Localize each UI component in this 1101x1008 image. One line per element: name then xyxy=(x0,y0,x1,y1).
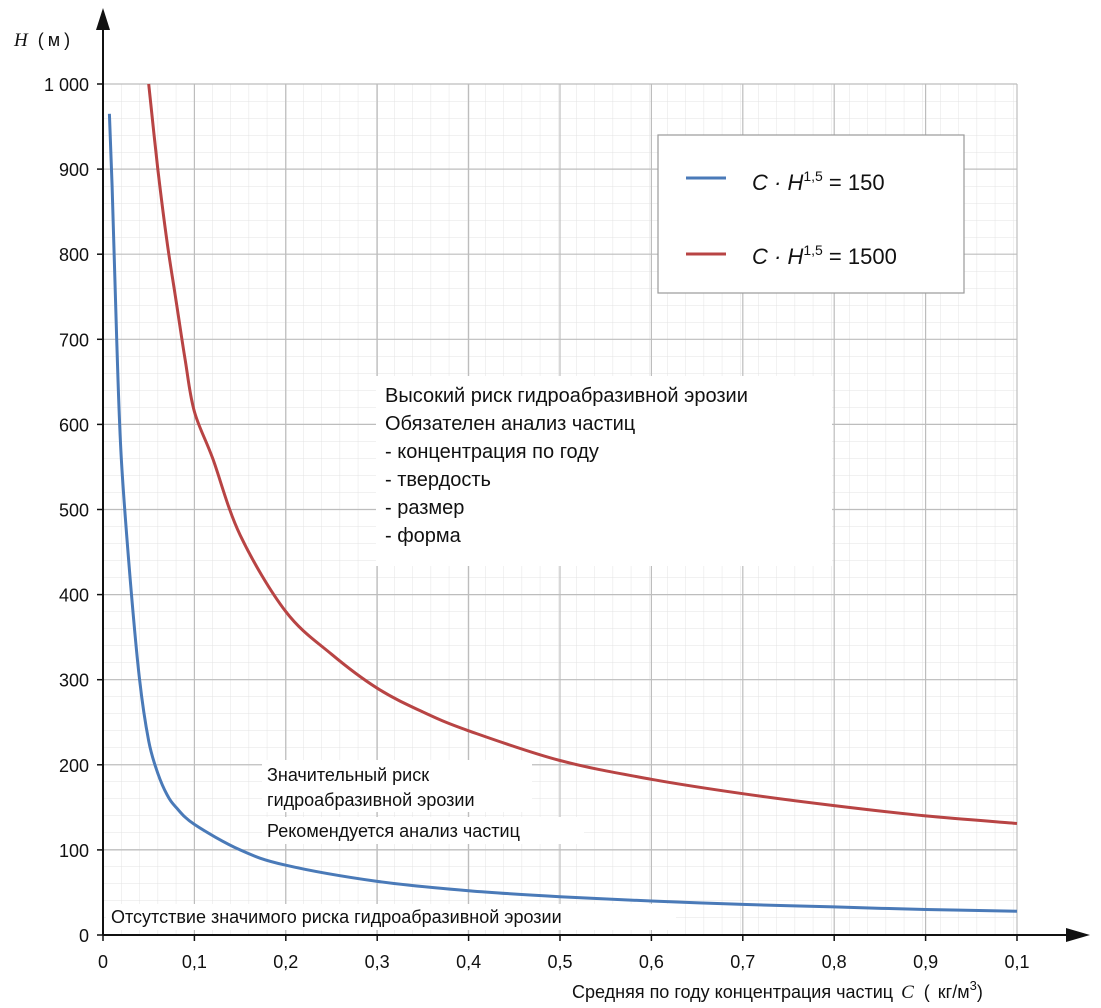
x-tick-label: 0,4 xyxy=(456,952,481,972)
y-tick-label: 1 000 xyxy=(44,75,89,95)
y-tick-label: 300 xyxy=(59,671,89,691)
x-axis-arrow xyxy=(1066,928,1090,942)
y-axis-arrow xyxy=(96,8,110,30)
x-tick-label: 0,8 xyxy=(822,952,847,972)
y-tick-label: 800 xyxy=(59,245,89,265)
x-tick-label: 0,2 xyxy=(273,952,298,972)
series-layer xyxy=(107,83,1018,913)
y-tick-label: 700 xyxy=(59,330,89,350)
legend-box xyxy=(657,134,965,294)
y-tick-label: 600 xyxy=(59,415,89,435)
x-tick-label: 0,5 xyxy=(547,952,572,972)
high-risk-annotation-bg xyxy=(376,376,832,566)
high-risk-line-6: - форма xyxy=(385,525,462,547)
y-tick-label: 500 xyxy=(59,501,89,521)
y-tick-label: 900 xyxy=(59,160,89,180)
x-tick-label: 0,3 xyxy=(365,952,390,972)
high-risk-line-4: - твердость xyxy=(385,469,491,491)
y-tick-label: 200 xyxy=(59,756,89,776)
y-tick-label: 400 xyxy=(59,586,89,606)
x-tick-label: 0,6 xyxy=(639,952,664,972)
x-tick-label: 0,1 xyxy=(182,952,207,972)
x-tick-label: 0,1 xyxy=(1004,952,1029,972)
series-line-1 xyxy=(147,83,1018,825)
tick-labels: 0 0,1 0,2 0,3 0,4 0,5 0,6 0,7 0,8 0,9 0,1 0 100 200 30… xyxy=(44,75,1030,972)
recommended-annotation-bg xyxy=(262,817,584,844)
recommended-annotation: Рекомендуется анализ частиц xyxy=(267,821,520,841)
x-tick-label: 0 xyxy=(98,952,108,972)
significant-risk-annotation: Значительный риск гидроабразивной эрозии xyxy=(267,765,475,810)
high-risk-line-5: - размер xyxy=(385,497,464,519)
x-tick-label: 0,9 xyxy=(913,952,938,972)
series-line-0 xyxy=(107,113,1018,913)
x-tick-label: 0,7 xyxy=(730,952,755,972)
legend: C · H1,5 = 150 C · H1,5 = 1500 xyxy=(657,134,965,294)
high-risk-annotation: Высокий риск гидроабразивной эрозии Обяз… xyxy=(385,385,753,547)
y-tick-label: 100 xyxy=(59,841,89,861)
x-axis-title: Средняя по году концентрация частиц C(кг/… xyxy=(572,978,983,1003)
no-risk-annotation-bg xyxy=(106,904,676,930)
no-risk-annotation: Отсутствие значимого риска гидроабразивн… xyxy=(111,907,562,927)
legend-label-150: C · H1,5 = 150 xyxy=(752,168,885,195)
high-risk-line-2: Обязателен анализ частиц xyxy=(385,413,635,435)
y-axis-title: H(м) xyxy=(13,30,70,51)
high-risk-line-3: - концентрация по году xyxy=(385,441,599,463)
significant-risk-annotation-bg xyxy=(262,760,532,812)
legend-label-1500: C · H1,5 = 1500 xyxy=(752,242,897,269)
high-risk-line-1: Высокий риск гидроабразивной эрозии xyxy=(385,385,748,407)
axes xyxy=(96,8,1090,942)
y-tick-label: 0 xyxy=(79,926,89,946)
